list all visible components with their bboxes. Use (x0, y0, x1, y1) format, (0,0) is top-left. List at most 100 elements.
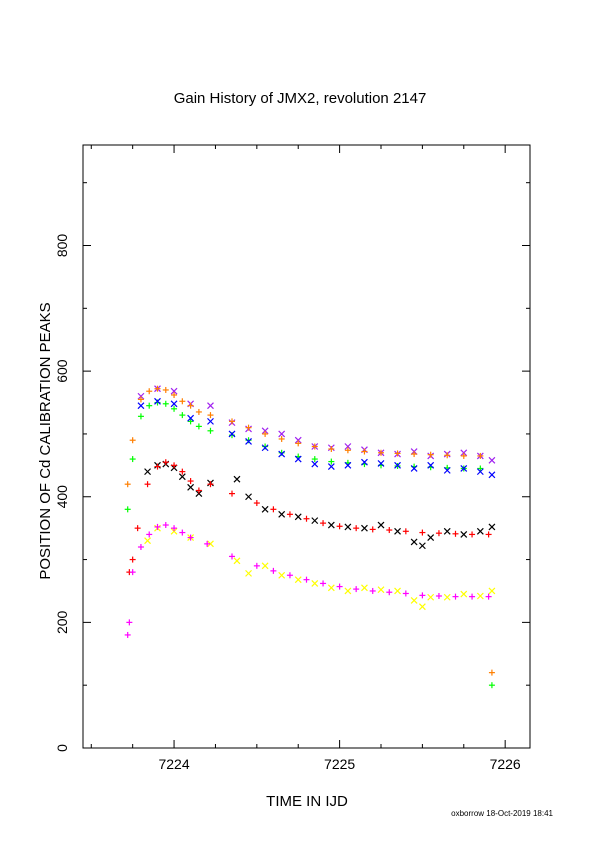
data-point (245, 493, 252, 501)
data-point (469, 593, 476, 600)
data-point (361, 448, 368, 455)
data-point (162, 522, 169, 529)
data-point (328, 446, 335, 453)
data-point (278, 450, 286, 458)
data-point (137, 402, 145, 410)
timestamp-footer: oxborrow 18-Oct-2019 18:41 (451, 809, 553, 818)
data-point (443, 527, 451, 535)
data-point (154, 397, 161, 405)
data-point (154, 385, 161, 392)
data-point (154, 523, 161, 530)
data-point (171, 391, 178, 398)
data-point (207, 540, 214, 548)
y-tick-label: 600 (54, 359, 70, 383)
data-point (460, 452, 467, 459)
data-point (418, 542, 426, 550)
data-point (477, 465, 484, 472)
data-point (170, 400, 178, 408)
data-point (435, 592, 442, 599)
data-point (233, 557, 241, 565)
data-point (129, 456, 136, 463)
data-point (162, 400, 169, 407)
data-point (311, 460, 319, 468)
data-point (344, 523, 352, 531)
data-point (476, 592, 484, 600)
data-point (303, 576, 310, 583)
data-point (311, 443, 318, 450)
data-point (327, 521, 335, 529)
data-points (124, 385, 496, 689)
data-point (411, 451, 418, 458)
data-point (137, 544, 144, 550)
data-point (187, 534, 194, 541)
axis-ticks (83, 145, 530, 749)
data-point (427, 451, 434, 458)
data-point (294, 455, 302, 463)
data-point (137, 396, 144, 403)
data-point (377, 460, 385, 467)
x-tick-label: 7225 (324, 756, 355, 772)
x-axis-label: TIME IN IJD (266, 793, 348, 810)
data-point (488, 682, 495, 689)
data-point (171, 462, 178, 469)
plot-frame (82, 144, 531, 749)
data-point (488, 669, 495, 676)
y-tick-label: 0 (54, 744, 70, 752)
data-point (278, 435, 285, 442)
data-point (377, 586, 385, 594)
data-point (207, 412, 214, 419)
data-point (253, 562, 260, 569)
x-tick-label: 7226 (490, 756, 521, 772)
y-tick-label: 800 (54, 234, 70, 258)
data-point (253, 500, 260, 507)
data-point (361, 584, 368, 592)
data-point (245, 569, 252, 577)
data-point (154, 463, 161, 470)
y-tick-label: 400 (54, 485, 70, 509)
data-point (410, 596, 418, 604)
data-point (410, 465, 418, 472)
data-point (262, 430, 269, 437)
data-point (361, 524, 368, 532)
chart-title: Gain History of JMX2, revolution 2147 (174, 90, 427, 107)
data-point (444, 452, 451, 459)
data-point (137, 413, 144, 420)
data-point (146, 388, 153, 395)
data-point (294, 576, 302, 584)
series-purple (137, 385, 496, 464)
data-point (207, 402, 214, 410)
data-point (171, 525, 178, 532)
data-point (170, 527, 178, 535)
data-point (427, 461, 435, 469)
data-point (229, 418, 235, 425)
data-point (295, 440, 302, 447)
data-point (179, 468, 186, 475)
data-point (344, 461, 352, 469)
data-point (294, 436, 302, 444)
data-point (361, 458, 368, 466)
data-point (261, 427, 269, 435)
data-point (144, 468, 151, 476)
data-point (278, 510, 286, 518)
x-tick-label: 7224 (158, 756, 189, 772)
data-point (187, 418, 194, 425)
data-point (488, 471, 496, 479)
data-point (427, 593, 435, 601)
data-point (353, 586, 360, 593)
data-point (162, 386, 169, 393)
data-point (476, 468, 484, 476)
data-point (418, 603, 426, 611)
data-point (286, 572, 293, 579)
tick-labels: 7224 7225 7226 0 200 400 600 800 (54, 234, 521, 772)
data-point (187, 478, 194, 485)
data-point (170, 387, 178, 395)
data-point (178, 473, 186, 481)
data-point (452, 593, 459, 600)
data-point (278, 571, 286, 579)
data-point (377, 521, 385, 529)
data-point (311, 456, 318, 463)
data-point (162, 459, 169, 466)
y-tick-label: 200 (54, 610, 70, 634)
data-point (427, 534, 435, 542)
data-point (278, 430, 286, 438)
